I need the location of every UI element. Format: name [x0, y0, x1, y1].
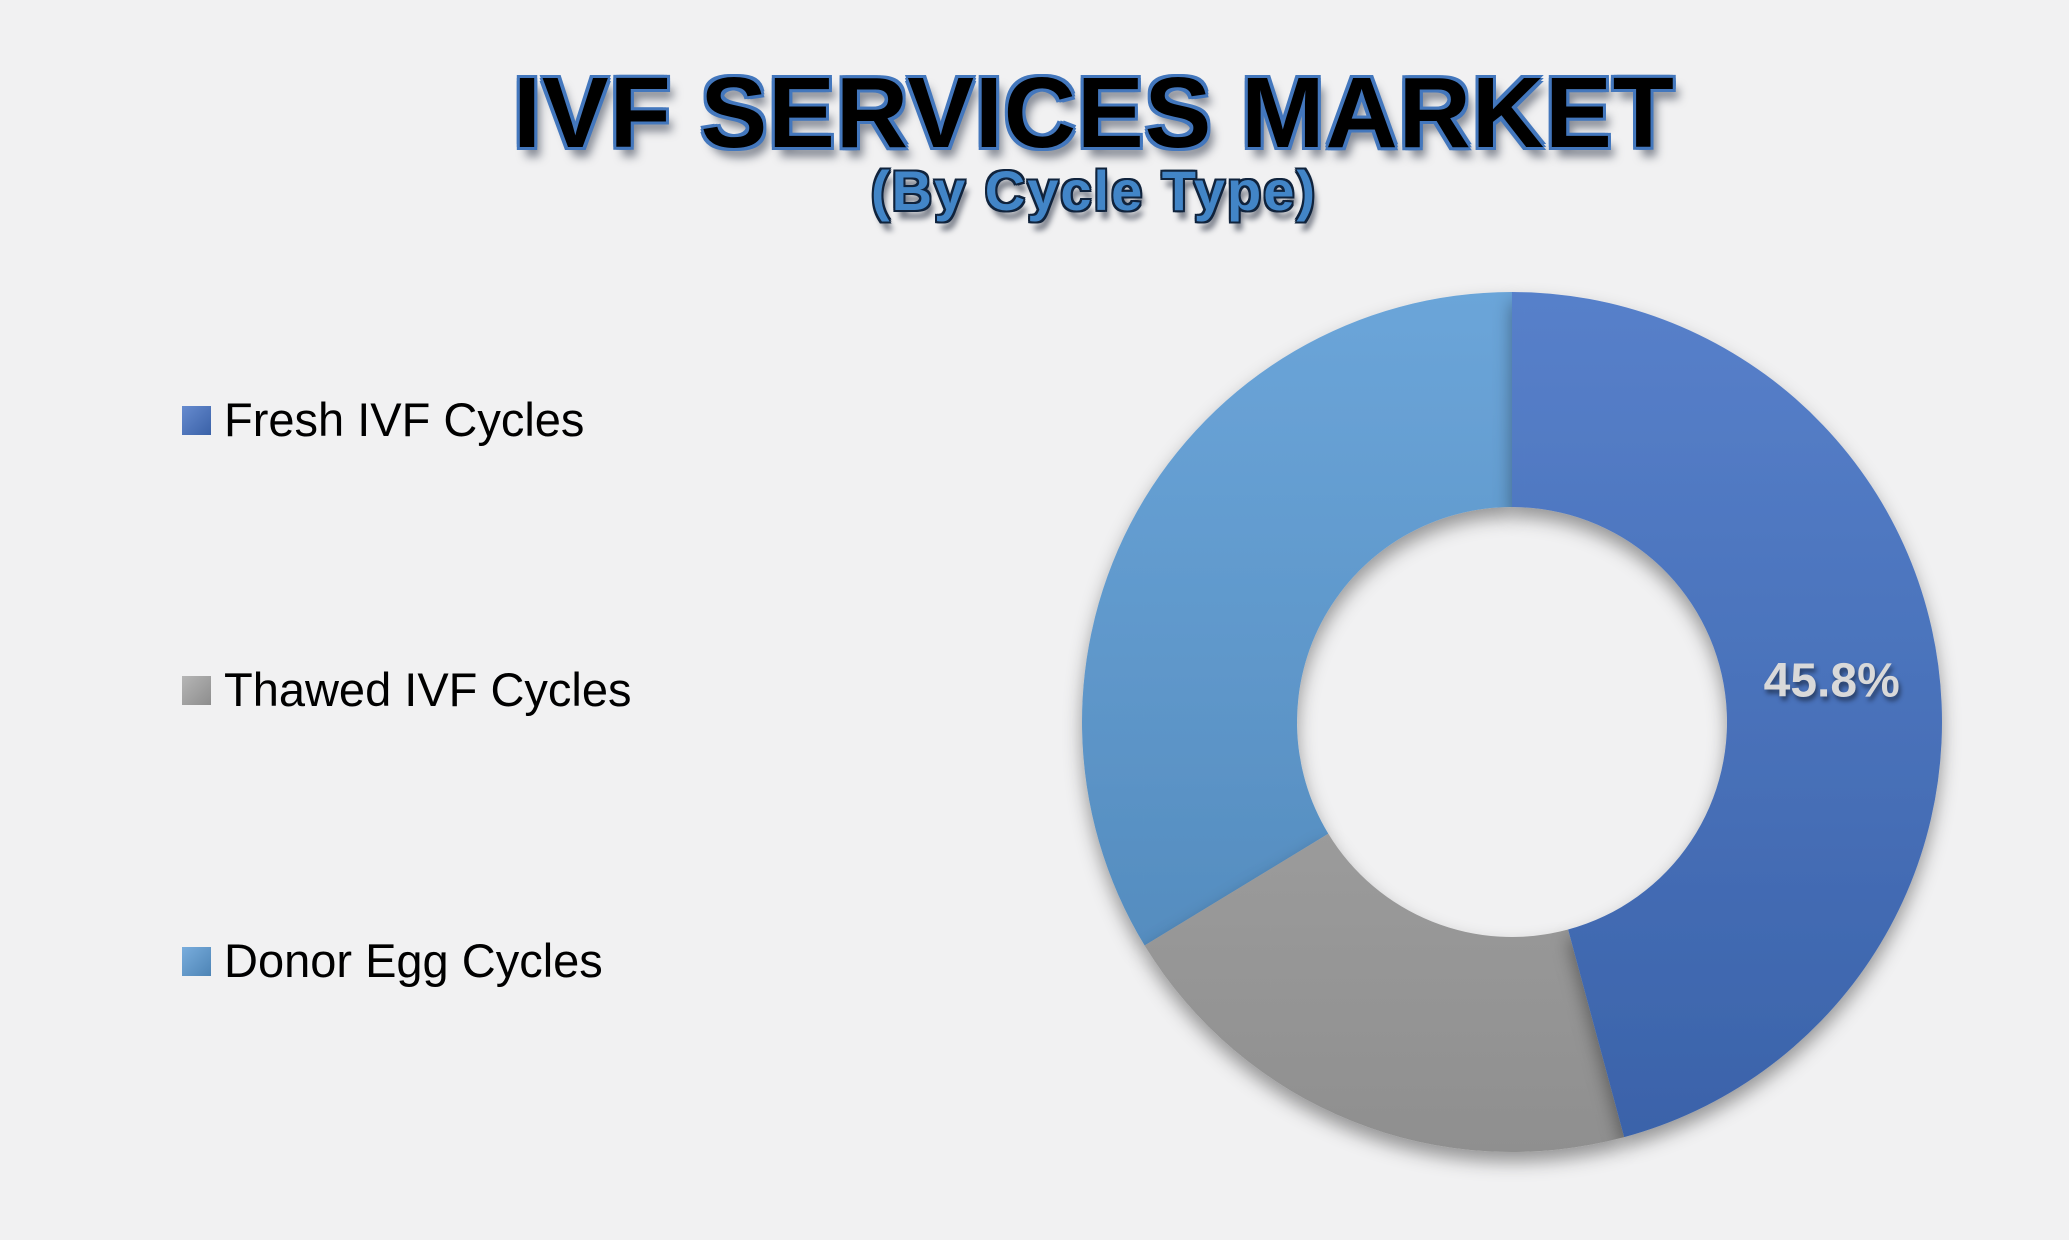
slice-thawed-ivf-cycles — [1144, 833, 1625, 1152]
legend-item-donor-egg-cycles: Donor Egg Cycles — [182, 932, 603, 990]
legend-swatch-light-blue-icon — [182, 946, 211, 976]
legend-label: Fresh IVF Cycles — [224, 392, 585, 446]
legend-item-fresh-ivf-cycles: Fresh IVF Cycles — [182, 391, 584, 449]
legend-item-thawed-ivf-cycles: Thawed IVF Cycles — [182, 661, 631, 719]
slice-fresh-ivf-cycles — [1512, 292, 1942, 1138]
slice-donor-egg-cycles — [1081, 292, 1512, 946]
legend-label: Donor Egg Cycles — [224, 933, 603, 987]
legend-swatch-blue-icon — [182, 405, 211, 435]
legend-swatch-gray-icon — [182, 675, 211, 705]
legend-label: Thawed IVF Cycles — [224, 662, 632, 716]
slice-percentage-label: 45.8% — [1764, 654, 1900, 707]
